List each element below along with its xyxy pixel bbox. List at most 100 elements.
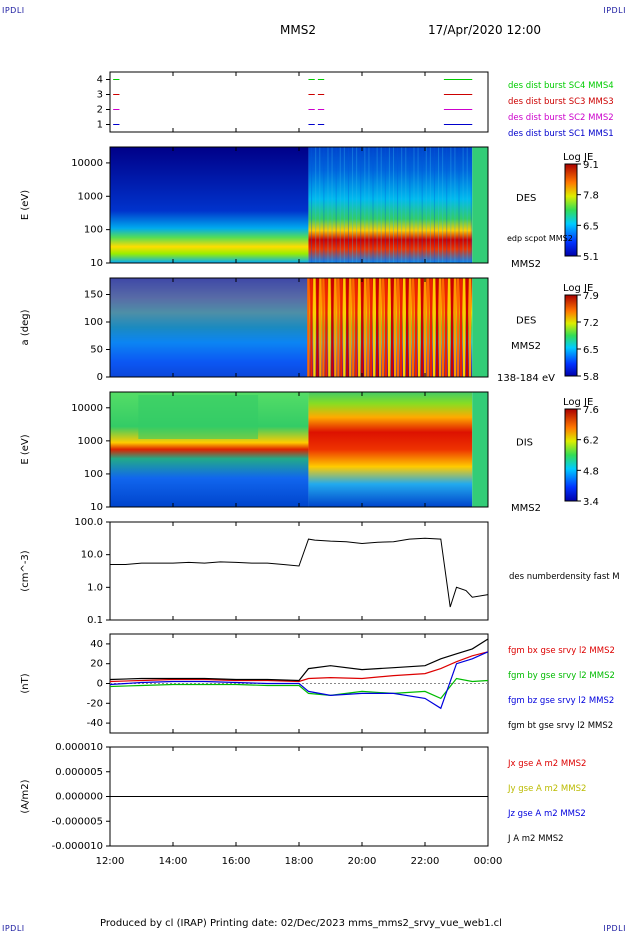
colorbar-tick-label: 7.8: [583, 191, 599, 202]
y-axis-label: (cm^-3): [20, 550, 31, 591]
series-line-bx: [109, 651, 489, 683]
ytick-label: 1000: [78, 191, 103, 202]
ytick-label: 10000: [71, 158, 103, 169]
ytick-label: 40: [90, 639, 103, 650]
panel-frame-4: [109, 521, 489, 621]
series-line-bz: [109, 651, 489, 710]
xtick-label: 12:00: [96, 856, 125, 867]
xtick-label: 18:00: [285, 856, 314, 867]
ytick-label: 0.1: [87, 615, 103, 626]
instrument-label: DES: [516, 316, 536, 327]
colorbar-tick-label: 7.2: [583, 318, 599, 329]
ytick-label: 10.0: [81, 550, 103, 561]
colorbar: [564, 294, 578, 377]
colorbar-title: Log JE: [563, 283, 593, 294]
ytick-label: 1: [97, 120, 103, 131]
ytick-label: 1000: [78, 436, 103, 447]
colorbar-tick-label: 7.9: [583, 291, 599, 302]
legend-entry: des dist burst SC4 MMS4: [508, 81, 614, 91]
legend-entry: fgm bx gse srvy l2 MMS2: [508, 646, 615, 656]
ytick-label: 10000: [71, 403, 103, 414]
series-line-bt: [109, 638, 489, 682]
ytick-label: -0.000005: [52, 816, 103, 827]
ytick-label: 100: [84, 469, 103, 480]
ytick-label: 0.000000: [55, 792, 103, 803]
corner-label-bottom-left: IPDLI: [2, 924, 25, 933]
legend-entry: J A m2 MMS2: [507, 834, 564, 844]
instrument-label: DIS: [516, 438, 533, 449]
colorbar: [564, 163, 578, 257]
ytick-label: 0.000005: [55, 767, 103, 778]
heatmap-region-end: [472, 278, 488, 377]
colorbar-tick-label: 6.5: [583, 221, 599, 232]
panel-frame-0: [109, 71, 489, 133]
ytick-label: 4: [97, 75, 103, 86]
corner-label-bottom-right: IPDLI: [603, 924, 626, 933]
xtick-label: 22:00: [411, 856, 440, 867]
ytick-label: -0.000010: [52, 841, 103, 852]
legend-entry: fgm by gse srvy l2 MMS2: [508, 671, 615, 681]
legend-entry: des numberdensity fast M: [509, 572, 620, 582]
ytick-label: 100.0: [74, 517, 103, 528]
legend-entry: des dist burst SC3 MMS3: [508, 97, 614, 107]
colorbar-tick-label: 4.8: [583, 466, 599, 477]
ytick-label: 0: [97, 679, 103, 690]
colorbar-tick-label: 5.8: [583, 372, 599, 383]
energy-range-label: 138-184 eV: [497, 373, 555, 384]
colorbar-title: Log JE: [563, 397, 593, 408]
ytick-label: 3: [97, 90, 103, 101]
ytick-label: 20: [90, 659, 103, 670]
ytick-label: 0.000010: [55, 742, 103, 753]
heatmap-region-late: [308, 392, 473, 507]
spacecraft-label: MMS2: [511, 503, 541, 514]
y-axis-label: (A/m2): [20, 779, 31, 813]
heatmap-region-end: [472, 392, 488, 507]
ytick-label: 100: [84, 317, 103, 328]
ytick-label: 0: [97, 372, 103, 383]
spacecraft-label: MMS2: [511, 341, 541, 352]
instrument-label: DES: [516, 193, 536, 204]
y-axis-label: (nT): [20, 673, 31, 693]
corner-label-top-right: IPDLI: [603, 6, 626, 15]
spacecraft-title: MMS2: [280, 23, 316, 37]
ytick-label: -20: [87, 698, 103, 709]
legend-entry: Jz gse A m2 MMS2: [507, 809, 586, 819]
ytick-label: 1.0: [87, 582, 103, 593]
xtick-label: 20:00: [348, 856, 377, 867]
dis-hot-region: [138, 395, 259, 439]
colorbar-tick-label: 5.1: [583, 252, 599, 263]
heatmap-region-late: [308, 147, 473, 263]
footer-text: Produced by cl (IRAP) Printing date: 02/…: [100, 918, 502, 929]
legend-entry: Jx gse A m2 MMS2: [507, 759, 586, 769]
legend-entry: fgm bz gse srvy l2 MMS2: [508, 696, 614, 706]
colorbar-title: Log JE: [563, 152, 593, 163]
legend-entry: des dist burst SC1 MMS1: [508, 129, 614, 139]
pitch-angle-early: [110, 278, 309, 377]
series-line-density: [110, 537, 489, 608]
ytick-label: 10: [90, 502, 103, 513]
y-axis-label: E (eV): [20, 190, 31, 220]
y-axis-label: a (deg): [20, 309, 31, 345]
series-line-by: [109, 677, 489, 700]
spacecraft-label: MMS2: [511, 259, 541, 270]
xtick-label: 00:00: [474, 856, 503, 867]
ytick-label: 2: [97, 105, 103, 116]
ytick-label: 10: [90, 258, 103, 269]
colorbar-tick-label: 6.2: [583, 436, 599, 447]
colorbar: [564, 408, 578, 502]
legend-entry: des dist burst SC2 MMS2: [508, 113, 614, 123]
colorbar-tick-label: 7.6: [583, 405, 599, 416]
legend-entry: fgm bt gse srvy l2 MMS2: [508, 721, 613, 731]
legend-entry: Jy gse A m2 MMS2: [507, 784, 586, 794]
y-axis-label: E (eV): [20, 434, 31, 464]
xtick-label: 16:00: [222, 856, 251, 867]
heatmap-region-early: [110, 147, 309, 263]
ytick-label: 100: [84, 225, 103, 236]
xtick-label: 14:00: [159, 856, 188, 867]
colorbar-tick-label: 3.4: [583, 497, 599, 508]
overlay-label: edp scpot MMS2: [507, 234, 573, 243]
corner-label-top-left: IPDLI: [2, 6, 25, 15]
ytick-label: 50: [90, 345, 103, 356]
ytick-label: 150: [84, 290, 103, 301]
